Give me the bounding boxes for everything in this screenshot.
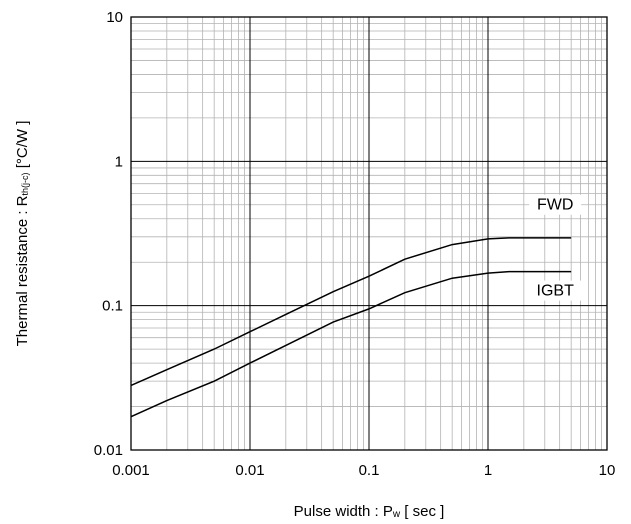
x-tick-label: 0.001 <box>112 462 150 479</box>
x-axis-title: Pulse width : Pw [ sec ] <box>294 503 445 520</box>
series-line-fwd <box>130 237 572 387</box>
plot-frame <box>130 16 608 451</box>
series-label-fwd: FWD <box>537 197 573 214</box>
x-tick-label: 10 <box>599 462 616 479</box>
tick-labels: 0.001 0.01 0.1 1 10 0.01 0.1 1 10 <box>94 9 616 479</box>
x-tick-label: 0.01 <box>235 462 264 479</box>
series-label-igbt: IGBT <box>537 283 575 300</box>
series-label-bg <box>529 194 582 215</box>
x-tick-label: 0.1 <box>359 462 380 479</box>
y-axis-title: Thermal resistance : Rth(j-c) [°C/W ] <box>14 121 31 347</box>
series-line-igbt <box>130 270 572 418</box>
series-label-bg <box>529 280 582 301</box>
y-tick-label: 10 <box>106 9 123 26</box>
series-layer: FWD IGBT <box>130 194 582 418</box>
y-tick-label: 1 <box>115 153 123 170</box>
minor-gridlines <box>131 17 607 450</box>
x-tick-label: 1 <box>484 462 492 479</box>
y-tick-label: 0.1 <box>102 298 123 315</box>
y-tick-label: 0.01 <box>94 442 123 459</box>
